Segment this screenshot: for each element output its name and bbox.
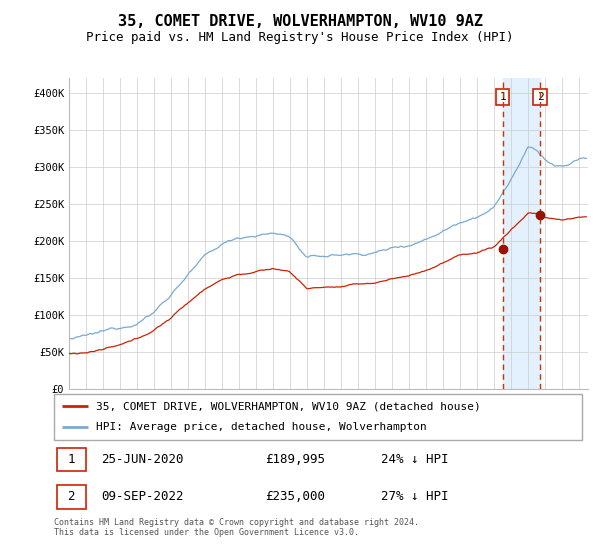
Text: HPI: Average price, detached house, Wolverhampton: HPI: Average price, detached house, Wolv… — [96, 422, 427, 432]
FancyBboxPatch shape — [56, 486, 86, 508]
Text: 09-SEP-2022: 09-SEP-2022 — [101, 491, 184, 503]
Text: 35, COMET DRIVE, WOLVERHAMPTON, WV10 9AZ (detached house): 35, COMET DRIVE, WOLVERHAMPTON, WV10 9AZ… — [96, 401, 481, 411]
Text: £235,000: £235,000 — [265, 491, 325, 503]
Text: 35, COMET DRIVE, WOLVERHAMPTON, WV10 9AZ: 35, COMET DRIVE, WOLVERHAMPTON, WV10 9AZ — [118, 14, 482, 29]
Bar — [503, 78, 540, 389]
Text: 24% ↓ HPI: 24% ↓ HPI — [382, 454, 449, 466]
Text: 25-JUN-2020: 25-JUN-2020 — [101, 454, 184, 466]
Text: £189,995: £189,995 — [265, 454, 325, 466]
Text: Contains HM Land Registry data © Crown copyright and database right 2024.
This d: Contains HM Land Registry data © Crown c… — [54, 518, 419, 538]
Text: 2: 2 — [537, 92, 544, 102]
FancyBboxPatch shape — [56, 449, 86, 472]
Text: Price paid vs. HM Land Registry's House Price Index (HPI): Price paid vs. HM Land Registry's House … — [86, 31, 514, 44]
FancyBboxPatch shape — [54, 394, 582, 440]
Text: 1: 1 — [499, 92, 506, 102]
Text: 27% ↓ HPI: 27% ↓ HPI — [382, 491, 449, 503]
Text: 2: 2 — [67, 491, 75, 503]
Text: 1: 1 — [67, 454, 75, 466]
